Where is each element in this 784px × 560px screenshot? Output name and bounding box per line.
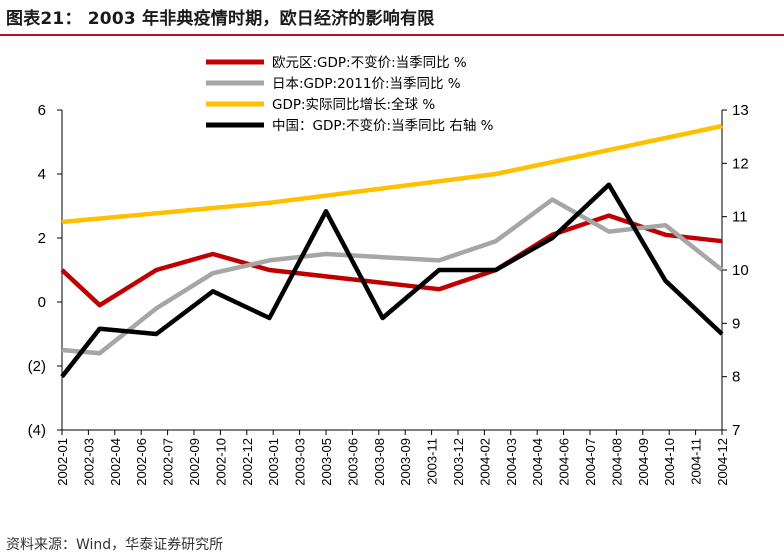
legend-label: 中国：GDP:不变价:当季同比 右轴 %: [272, 118, 494, 134]
y-right-tick-label: 9: [732, 315, 740, 332]
x-tick-label: 2003-12: [451, 438, 466, 486]
x-tick-label: 2002-03: [81, 438, 96, 486]
y-left-tick-label: (2): [28, 358, 46, 375]
title-divider: [0, 34, 784, 36]
y-right-tick-label: 11: [732, 209, 748, 226]
x-tick-label: 2003-05: [319, 438, 334, 486]
y-left-tick-label: 6: [38, 102, 46, 119]
y-left-tick-label: (4): [28, 422, 46, 439]
x-tick-label: 2004-09: [636, 438, 651, 486]
x-tick-label: 2004-11: [689, 438, 704, 485]
y-right-tick-label: 7: [732, 422, 740, 439]
x-tick-label: 2002-10: [213, 438, 228, 486]
x-tick-label: 2002-07: [161, 438, 176, 486]
y-right-tick-label: 8: [732, 369, 740, 386]
x-tick-label: 2003-03: [293, 438, 308, 486]
x-tick-label: 2002-12: [240, 438, 255, 486]
x-tick-label: 2002-06: [134, 438, 149, 486]
x-tick-label: 2004-08: [609, 438, 624, 486]
x-tick-label: 2004-07: [583, 438, 598, 486]
x-tick-label: 2002-04: [108, 438, 123, 486]
x-tick-label: 2003-09: [398, 438, 413, 486]
x-tick-label: 2004-03: [504, 438, 519, 486]
legend-label: 日本:GDP:2011价:当季同比 %: [272, 76, 461, 92]
chart-series: [60, 123, 724, 379]
series-line: [61, 123, 723, 225]
legend-label: 欧元区:GDP:不变价:当季同比 %: [272, 55, 467, 71]
y-right-tick-label: 13: [732, 102, 749, 119]
x-tick-label: 2002-01: [55, 438, 70, 486]
x-tick-label: 2004-06: [557, 438, 572, 486]
legend-label: GDP:实际同比增长:全球 %: [272, 96, 435, 113]
y-left-tick-label: 2: [38, 230, 46, 247]
line-chart: 6 4 2 0 (2) (4) 13 12 11 10 9 8 7 2002-01 2002-03 2002-…: [28, 55, 749, 486]
x-tick-label: 2004-04: [530, 438, 545, 486]
chart-title: 图表21： 2003 年非典疫情时期，欧日经济的影响有限: [6, 9, 435, 29]
source-note: 资料来源：Wind，华泰证券研究所: [6, 537, 224, 553]
x-tick-label: 2003-06: [345, 438, 360, 486]
x-tick-label: 2003-11: [425, 438, 440, 485]
y-right-tick-label: 10: [732, 262, 749, 279]
x-tick-label: 2003-08: [372, 438, 387, 486]
y-left-tick-label: 4: [38, 166, 46, 183]
x-tick-label: 2002-09: [187, 438, 202, 486]
y-right-tick-label: 12: [732, 155, 749, 172]
x-tick-label: 2004-12: [715, 438, 730, 486]
y-left-tick-label: 0: [38, 294, 46, 311]
chart-axes: 6 4 2 0 (2) (4) 13 12 11 10 9 8 7 2002-01 2002-03 2002-…: [28, 102, 749, 486]
chart-legend: 欧元区:GDP:不变价:当季同比 % 日本:GDP:2011价:当季同比 % GDP…: [206, 55, 494, 134]
x-tick-label: 2004-10: [662, 438, 677, 486]
x-tick-label: 2004-02: [477, 438, 492, 486]
x-tick-label: 2003-01: [266, 438, 281, 486]
